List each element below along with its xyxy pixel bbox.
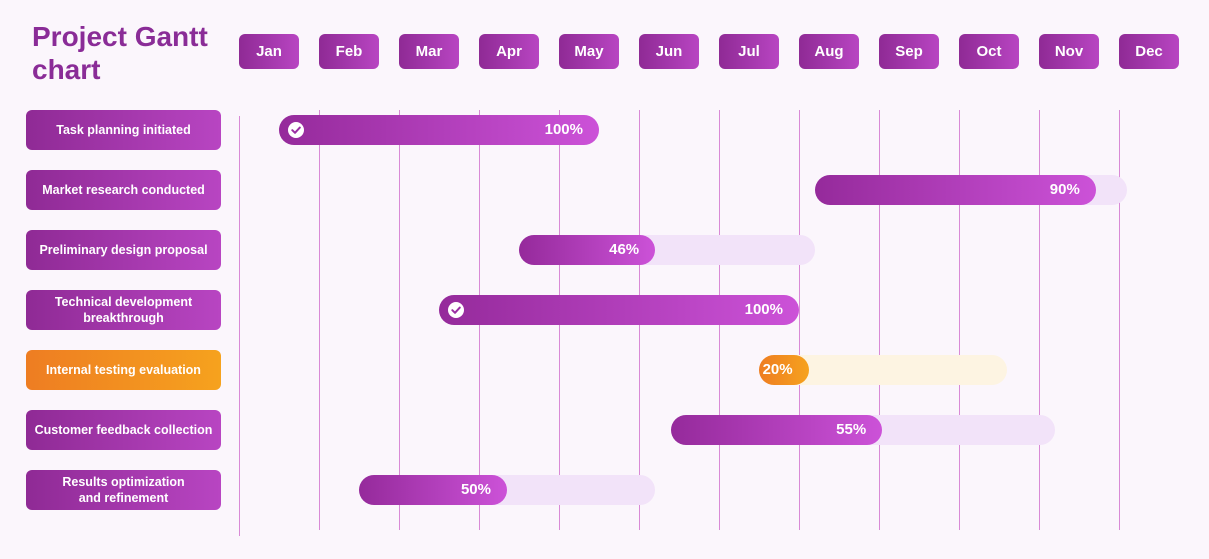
task-progress-label: 100% bbox=[744, 301, 783, 318]
gridline-sep bbox=[879, 110, 880, 530]
month-header-aug: Aug bbox=[799, 34, 859, 69]
month-header-feb: Feb bbox=[319, 34, 379, 69]
task-progress-label: 50% bbox=[460, 481, 491, 498]
task-bar-progress: 55% bbox=[671, 415, 883, 445]
task-progress-label: 55% bbox=[836, 421, 867, 438]
month-header-jan: Jan bbox=[239, 34, 299, 69]
task-bar-progress: 50% bbox=[359, 475, 507, 505]
task-bar-progress: 90% bbox=[815, 175, 1096, 205]
month-header-nov: Nov bbox=[1039, 34, 1099, 69]
gridline-nov bbox=[1039, 110, 1040, 530]
task-bar-progress: 100% bbox=[279, 115, 599, 145]
task-progress-label: 90% bbox=[1049, 181, 1080, 198]
check-circle-icon bbox=[448, 302, 464, 318]
task-label: Market research conducted bbox=[26, 170, 221, 210]
gridline-mar bbox=[399, 110, 400, 530]
task-bar-progress: 46% bbox=[519, 235, 656, 265]
month-header-sep: Sep bbox=[879, 34, 939, 69]
task-progress-label: 20% bbox=[762, 361, 793, 378]
task-label: Preliminary design proposal bbox=[26, 230, 221, 270]
check-circle-icon bbox=[288, 122, 304, 138]
task-bar-track: 100% bbox=[279, 115, 599, 145]
task-label: Results optimization and refinement bbox=[26, 470, 221, 510]
task-label: Internal testing evaluation bbox=[26, 350, 221, 390]
gridline-jan bbox=[239, 116, 240, 536]
task-bar-track: 100% bbox=[439, 295, 799, 325]
gridline-oct bbox=[959, 110, 960, 530]
task-bar-progress: 20% bbox=[759, 355, 809, 385]
task-bar-progress: 100% bbox=[439, 295, 799, 325]
month-header-may: May bbox=[559, 34, 619, 69]
task-label: Technical development breakthrough bbox=[26, 290, 221, 330]
task-label: Task planning initiated bbox=[26, 110, 221, 150]
task-bar-track: 90% bbox=[815, 175, 1127, 205]
gridline-aug bbox=[799, 110, 800, 530]
task-progress-label: 100% bbox=[544, 121, 583, 138]
month-header-jun: Jun bbox=[639, 34, 699, 69]
gridline-feb bbox=[319, 110, 320, 530]
month-header-apr: Apr bbox=[479, 34, 539, 69]
month-header-dec: Dec bbox=[1119, 34, 1179, 69]
task-label: Customer feedback collection bbox=[26, 410, 221, 450]
task-bar-track: 46% bbox=[519, 235, 815, 265]
task-bar-track: 50% bbox=[359, 475, 655, 505]
chart-title: Project Gantt chart bbox=[32, 21, 208, 85]
task-bar-track: 55% bbox=[671, 415, 1055, 445]
month-header-oct: Oct bbox=[959, 34, 1019, 69]
gridline-dec bbox=[1119, 110, 1120, 530]
task-bar-track: 20% bbox=[759, 355, 1007, 385]
task-progress-label: 46% bbox=[609, 241, 640, 258]
month-header-jul: Jul bbox=[719, 34, 779, 69]
month-header-mar: Mar bbox=[399, 34, 459, 69]
